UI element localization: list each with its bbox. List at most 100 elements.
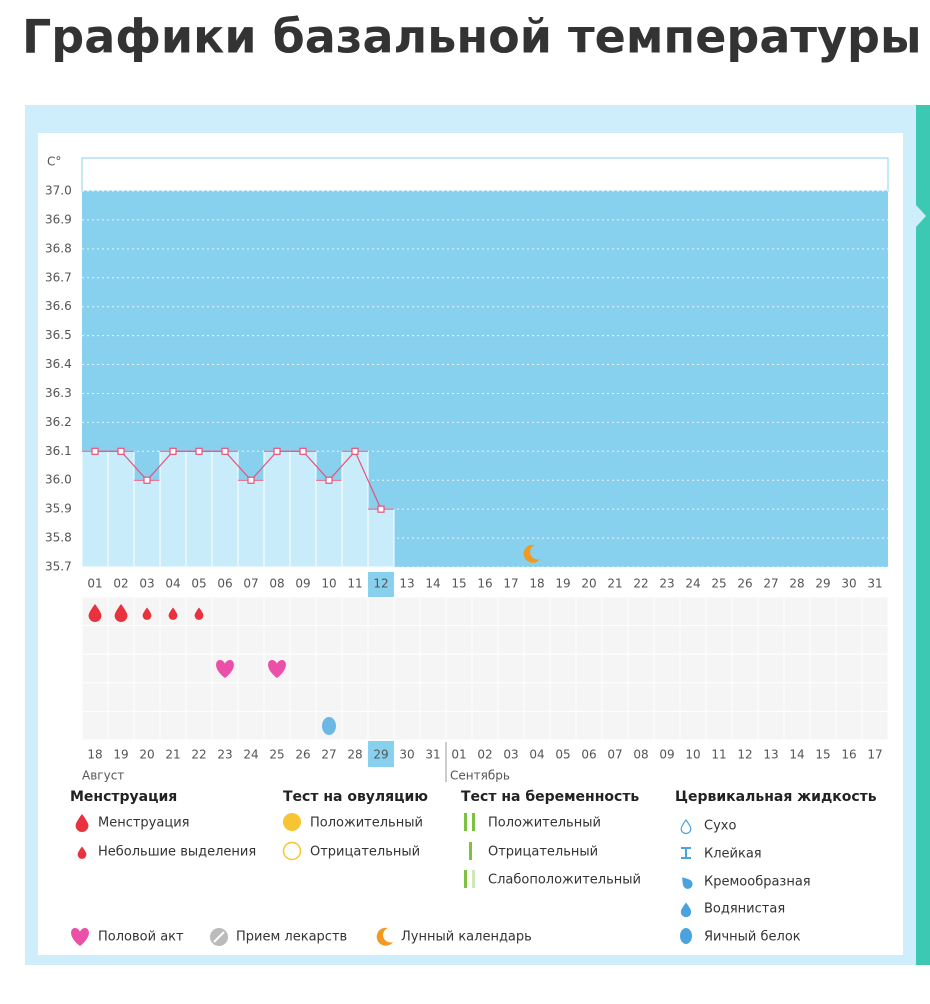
event-cell <box>237 596 265 627</box>
bar <box>237 479 265 568</box>
event-cell <box>471 682 499 712</box>
x-tick-label: 24 <box>685 577 700 591</box>
y-tick-label: 35.7 <box>45 560 72 574</box>
event-cell <box>731 682 759 712</box>
event-cell <box>783 682 811 712</box>
point <box>351 447 359 455</box>
y-tick-label: 36.2 <box>45 415 72 429</box>
event-cell <box>705 596 733 627</box>
legend-icon <box>75 814 89 832</box>
event-cell <box>107 625 135 655</box>
event-cell <box>237 682 265 712</box>
event-cell <box>731 596 759 627</box>
event-cell <box>445 682 473 712</box>
menstruation-icon <box>114 604 128 622</box>
event-cell <box>497 625 525 655</box>
point <box>273 447 281 455</box>
legend-item: Менструация <box>98 816 189 831</box>
point <box>143 476 151 484</box>
event-cell <box>575 653 603 684</box>
event-cell <box>133 682 161 712</box>
x-tick-label: 04 <box>165 577 180 591</box>
legend-icon <box>680 928 692 944</box>
event-cell <box>601 682 629 712</box>
y-tick-label: 36.0 <box>45 473 72 487</box>
y-tick-label: 36.8 <box>45 241 72 255</box>
event-cell <box>81 625 109 655</box>
event-cell <box>783 653 811 684</box>
event-cell <box>601 596 629 627</box>
event-cell <box>315 653 343 684</box>
event-cell <box>341 625 369 655</box>
event-cell <box>653 653 681 684</box>
event-cell <box>237 625 265 655</box>
point <box>377 505 385 513</box>
event-cell <box>497 710 525 741</box>
point <box>169 447 177 455</box>
egg-white-icon <box>322 717 336 735</box>
bar <box>133 479 161 568</box>
x-tick-label: 10 <box>321 577 336 591</box>
point <box>221 447 229 455</box>
event-cell <box>653 596 681 627</box>
event-cell <box>289 710 317 741</box>
event-cell <box>341 710 369 741</box>
legend-icon <box>682 877 693 889</box>
event-cell <box>731 625 759 655</box>
event-cell <box>471 596 499 627</box>
event-cell <box>809 710 837 741</box>
legend-item: Лунный календарь <box>401 930 532 945</box>
event-cell <box>835 710 863 741</box>
month-label: Август <box>82 769 124 783</box>
event-cell <box>341 596 369 627</box>
event-cell <box>549 653 577 684</box>
event-cell <box>523 710 551 741</box>
event-cell <box>497 653 525 684</box>
event-cell <box>601 625 629 655</box>
event-cell <box>81 682 109 712</box>
date-label: 10 <box>685 748 700 762</box>
date-label: 20 <box>139 748 154 762</box>
x-tick-label: 06 <box>217 577 232 591</box>
legend-icon <box>680 818 692 835</box>
date-label: 16 <box>841 748 856 762</box>
event-cell <box>107 682 135 712</box>
event-cell <box>393 682 421 712</box>
event-cell <box>263 653 291 684</box>
event-cell <box>367 682 395 712</box>
x-tick-label: 01 <box>87 577 102 591</box>
x-tick-label: 26 <box>737 577 752 591</box>
intercourse-icon <box>216 660 234 678</box>
bar <box>367 508 395 568</box>
point <box>299 447 307 455</box>
bar <box>107 450 135 568</box>
point <box>247 476 255 484</box>
event-cell <box>653 682 681 712</box>
event-cell <box>159 710 187 741</box>
date-label: 17 <box>867 748 882 762</box>
event-cell <box>809 596 837 627</box>
event-cell <box>315 625 343 655</box>
event-cell <box>601 653 629 684</box>
legend-item: Прием лекарств <box>236 930 347 945</box>
month-label: Сентябрь <box>450 769 510 783</box>
event-cell <box>211 682 239 712</box>
date-label: 01 <box>451 748 466 762</box>
legend-icon <box>213 931 225 943</box>
event-cell <box>835 625 863 655</box>
event-cell <box>159 653 187 684</box>
event-cell <box>211 596 239 627</box>
event-cell <box>679 596 707 627</box>
lunar-icon <box>523 544 540 563</box>
event-cell <box>497 596 525 627</box>
event-cell <box>705 682 733 712</box>
bar <box>341 450 369 568</box>
event-cell <box>705 653 733 684</box>
event-cell <box>627 653 655 684</box>
event-cell <box>757 596 785 627</box>
event-cell <box>575 682 603 712</box>
event-cell <box>627 710 655 741</box>
event-cell <box>289 653 317 684</box>
legend-title: Цервикальная жидкость <box>675 789 877 805</box>
event-cell <box>367 710 395 741</box>
